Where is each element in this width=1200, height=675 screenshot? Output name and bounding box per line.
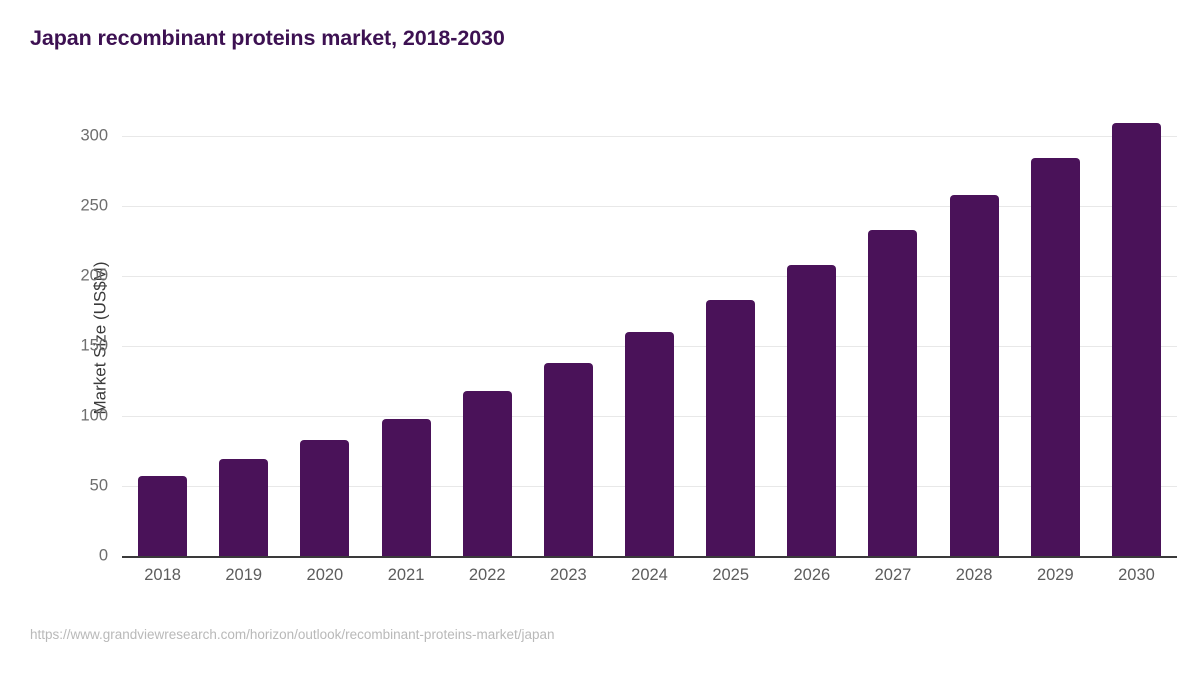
y-axis-tick-label: 250 <box>80 196 108 215</box>
y-axis-tick-label: 150 <box>80 336 108 355</box>
x-axis-tick-label: 2019 <box>225 566 263 584</box>
y-axis-tick-label: 0 <box>98 546 108 565</box>
y-axis-tick-label: 300 <box>80 126 108 145</box>
bar-slot <box>447 108 528 556</box>
bar[interactable] <box>1111 123 1161 556</box>
bar[interactable] <box>706 299 756 556</box>
x-axis-tick-label: 2026 <box>793 566 831 584</box>
bar[interactable] <box>949 194 999 556</box>
bar[interactable] <box>381 418 431 556</box>
plot-area: 0 50 100 150 200 250 300 <box>80 108 1177 565</box>
x-axis-tick-label: 2021 <box>387 566 425 584</box>
bar-slot <box>528 108 609 556</box>
x-axis-tick-label: 2024 <box>631 566 668 584</box>
x-axis-tick-label: 2020 <box>306 566 344 584</box>
x-axis-tick-label: 2028 <box>955 566 993 584</box>
x-axis-tick-label: 2025 <box>712 566 750 584</box>
x-axis-tick-label: 2022 <box>468 566 506 584</box>
x-axis-tick-label: 2030 <box>1118 566 1155 584</box>
bar-slot <box>771 108 852 556</box>
bar-slot <box>284 108 365 556</box>
x-axis-tick-label: 2029 <box>1036 566 1074 584</box>
x-axis-line <box>122 556 1177 558</box>
bar[interactable] <box>543 362 593 556</box>
bar-slot <box>122 108 203 556</box>
bar-slot <box>1015 108 1096 556</box>
x-axis-tick-label: 2027 <box>874 566 912 584</box>
gridline <box>122 206 1177 207</box>
bar[interactable] <box>138 476 188 556</box>
bar[interactable] <box>1030 158 1080 556</box>
y-axis-tick-label: 50 <box>89 476 108 495</box>
source-url-text: https://www.grandviewresearch.com/horizo… <box>30 627 555 642</box>
page-title: Japan recombinant proteins market, 2018-… <box>30 26 505 50</box>
y-axis-tick-label: 200 <box>80 266 108 285</box>
y-axis-tick-label: 100 <box>80 406 108 425</box>
bar-series <box>122 108 1177 556</box>
bar[interactable] <box>787 264 837 556</box>
bar[interactable] <box>462 390 512 556</box>
x-axis-tick-labels: 2018 2019 2020 2021 2022 2023 2024 2025 2026 2027… <box>122 566 1177 585</box>
bar-slot <box>609 108 690 556</box>
bar-slot <box>203 108 284 556</box>
bar-slot <box>690 108 771 556</box>
bar-slot <box>852 108 933 556</box>
bar[interactable] <box>868 229 918 556</box>
bar-slot <box>934 108 1015 556</box>
bar[interactable] <box>300 439 350 556</box>
x-axis-tick-label: 2018 <box>144 566 181 584</box>
gridline <box>122 136 1177 137</box>
bar-slot <box>1096 108 1177 556</box>
bar-slot <box>365 108 446 556</box>
bar[interactable] <box>625 332 675 556</box>
gridline <box>122 276 1177 277</box>
bar[interactable] <box>219 459 269 556</box>
x-axis-tick-label: 2023 <box>550 566 587 584</box>
